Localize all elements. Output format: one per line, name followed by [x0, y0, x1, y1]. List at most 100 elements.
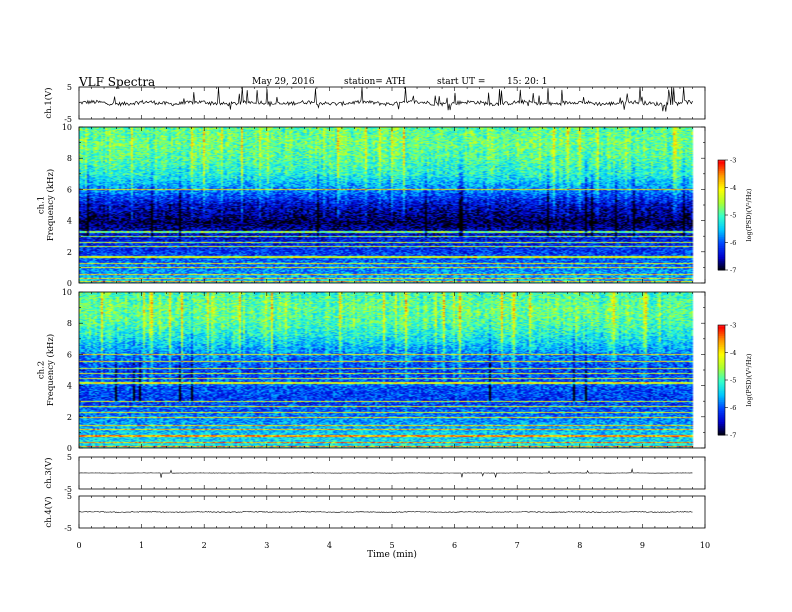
ch1-waveform-panel: 5 -5 ch.1(V) [43, 83, 706, 124]
ch2-spectrogram-panel: 0 2 4 6 8 10 ch.2Frequency (kHz) -3 -4 -5 -6 -7 lo… [37, 288, 753, 453]
x-axis-label: Time (min) [367, 549, 417, 560]
colorbar-tick-label: -7 [730, 267, 736, 275]
x-tick-label: 10 [700, 541, 710, 550]
colorbar-swatch [718, 231, 725, 234]
frequency-tick-label: 10 [62, 288, 72, 297]
colorbar-swatch [718, 325, 725, 328]
colorbar-swatch [718, 354, 725, 357]
colorbar-swatch [718, 160, 725, 163]
colorbar-swatch [718, 196, 725, 199]
colorbar-tick-label: -6 [730, 404, 736, 412]
colorbar-swatch [718, 372, 725, 375]
colorbar-swatch [718, 370, 725, 374]
colorbar-swatch [718, 171, 725, 174]
colorbar-swatch [718, 253, 725, 256]
colorbar-swatch [718, 350, 725, 353]
colorbar-swatch [718, 343, 725, 346]
colorbar-swatch [718, 174, 725, 177]
colorbar-swatch [718, 374, 725, 377]
ch1-waveform-xticks [78, 87, 706, 119]
colorbar-swatch [718, 227, 725, 231]
channel-label-line: Frequency (kHz) [45, 169, 56, 241]
colorbar-swatch [718, 182, 725, 185]
x-tick-label: 6 [452, 541, 457, 550]
colorbar-swatch [718, 413, 725, 416]
colorbar-swatch [718, 238, 725, 242]
colorbar-swatch [718, 172, 725, 176]
colorbar-swatch [718, 193, 725, 196]
frequency-tick-label: 2 [67, 413, 72, 422]
ch1-waveform-ylabel: ch.1(V) [43, 87, 54, 118]
colorbar-swatch [718, 407, 725, 410]
x-tick-label: 1 [139, 541, 144, 550]
colorbar-swatch [718, 183, 725, 187]
ch2-spectrogram-image [79, 292, 705, 448]
colorbar-swatch [718, 169, 725, 172]
colorbar-swatch [718, 224, 725, 227]
colorbar-swatch [718, 359, 725, 363]
ch1-spectrogram-panel: 0 2 4 6 8 10 ch.1Frequency (kHz) -3 -4 -5 -6 -7 lo… [37, 123, 753, 288]
colorbar-swatch [718, 211, 725, 214]
ch1-ytick-bottom: -5 [64, 115, 72, 124]
colorbar-swatch [718, 189, 725, 192]
colorbar-swatch [718, 358, 725, 361]
ch2-frequency-ticks: 0 2 4 6 8 10 [62, 288, 706, 453]
colorbar-swatch [718, 167, 725, 170]
colorbar-swatch [718, 229, 725, 232]
colorbar-tick-label: -5 [730, 212, 736, 220]
colorbar-swatch [718, 380, 725, 383]
colorbar-swatch [718, 389, 725, 392]
frequency-tick-label: 4 [67, 382, 72, 391]
colorbar-swatch [718, 248, 725, 251]
colorbar-tick-label: -5 [730, 377, 736, 385]
colorbar-swatch [718, 202, 725, 205]
x-tick-label: 2 [202, 541, 207, 550]
ch1-frequency-ticks: 0 2 4 6 8 10 [62, 123, 706, 288]
frequency-tick-label: 10 [62, 123, 72, 132]
colorbar-swatch [718, 222, 725, 225]
ch4-waveform-ylabel: ch.4(V) [43, 496, 54, 527]
x-tick-label: 8 [577, 541, 582, 550]
frequency-tick-label: 6 [67, 185, 72, 194]
colorbar-swatch [718, 242, 725, 245]
colorbar-swatch [718, 352, 725, 355]
colorbar-swatch [718, 400, 725, 403]
colorbar-swatch [718, 207, 725, 210]
ch1-ytick-top: 5 [67, 83, 72, 92]
colorbar-swatch [718, 391, 725, 394]
colorbar-swatch [718, 381, 725, 385]
ch2-channel-label: ch.2Frequency (kHz) [37, 334, 56, 406]
colorbar-swatch [718, 249, 725, 253]
colorbar-swatch [718, 398, 725, 401]
colorbar-swatch [718, 218, 725, 221]
colorbar-swatch [718, 337, 725, 341]
colorbar-swatch [718, 356, 725, 359]
colorbar-swatch [718, 266, 725, 269]
colorbar-swatch [718, 411, 725, 414]
ch3-waveform-panel: 5 -5 ch.3(V) [43, 453, 706, 494]
colorbar-swatch [718, 205, 725, 209]
colorbar-swatch [718, 255, 725, 258]
colorbar-swatch [718, 427, 725, 430]
frequency-tick-label: 8 [67, 319, 72, 328]
colorbar-swatch [718, 378, 725, 381]
colorbar-swatch [718, 163, 725, 166]
colorbar-swatch [718, 409, 725, 412]
ch1-waveform-line [79, 86, 693, 112]
frequency-tick-label: 2 [67, 248, 72, 257]
colorbar-swatch [718, 347, 725, 350]
frequency-tick-label: 0 [67, 279, 72, 288]
start-time-value: 15: 20: 1 [507, 77, 547, 87]
colorbar-swatch [718, 215, 725, 218]
colorbar-swatch [718, 259, 725, 262]
colorbar-swatch [718, 251, 725, 254]
ch3-waveform-xticks [78, 457, 706, 489]
channel-label-line: ch.2 [37, 361, 47, 379]
colorbar-swatch [718, 348, 725, 352]
colorbar-swatch [718, 392, 725, 396]
colorbar-swatch [718, 425, 725, 429]
colorbar-swatch [718, 330, 725, 333]
ch1-colorbar: -3 -4 -5 -6 -7 log(PSD)(V²/Hz) [717, 157, 753, 275]
colorbar-swatch [718, 194, 725, 198]
